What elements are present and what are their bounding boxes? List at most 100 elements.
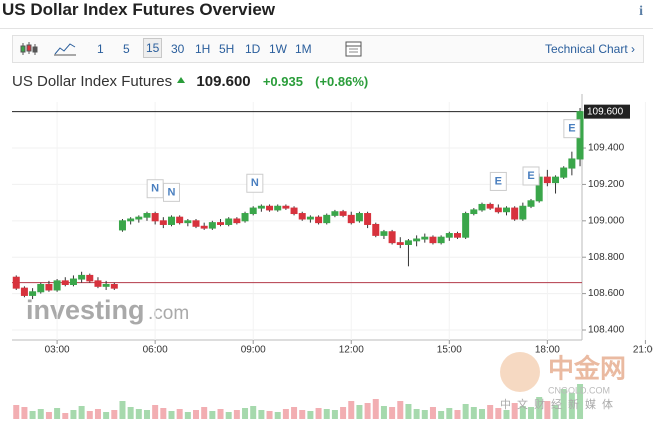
x-tick-label: 18:00: [535, 345, 560, 356]
event-label: E: [527, 170, 534, 182]
watermark-cn-logo: 中金网: [548, 354, 626, 385]
volume-bar: [577, 384, 584, 419]
volume-bar: [62, 413, 69, 419]
volume-bar: [372, 399, 379, 419]
candle-body: [519, 205, 527, 220]
volume-bar: [495, 408, 502, 419]
info-button[interactable]: i: [639, 4, 643, 19]
candle-body: [413, 238, 421, 242]
candle-body: [437, 236, 445, 244]
interval-button[interactable]: 5: [123, 42, 130, 56]
technical-chart-link[interactable]: Technical Chart ›: [544, 42, 635, 56]
candle-body: [69, 278, 77, 286]
event-label: E: [495, 175, 502, 187]
candle-body: [61, 280, 69, 286]
candle-body: [503, 207, 511, 213]
event-marker: [162, 182, 180, 202]
candle-body: [478, 203, 486, 211]
volume-bar: [413, 409, 420, 419]
volume-bar: [70, 410, 77, 419]
volume-bar: [13, 405, 20, 419]
volume-bar: [209, 411, 216, 419]
volume-bar: [397, 401, 404, 419]
candle-body: [552, 176, 560, 184]
candle-body: [462, 213, 470, 238]
volume-bar: [291, 407, 298, 419]
candle-body: [290, 207, 298, 215]
candle-body: [486, 203, 494, 209]
candle-body: [94, 280, 102, 287]
volume-bar: [405, 404, 412, 419]
candle-body: [453, 233, 461, 238]
volume-bar: [217, 409, 224, 419]
quote: US Dollar Index Futures 109.600 +0.935 (…: [12, 73, 368, 90]
volume-bar: [160, 408, 167, 419]
volume-bar: [103, 412, 110, 419]
candle-body: [184, 220, 192, 224]
candle-body: [249, 207, 257, 215]
interval-button[interactable]: 30: [171, 42, 185, 56]
candle-body: [494, 207, 502, 213]
candle-body: [323, 214, 331, 224]
volume-bar: [487, 405, 494, 419]
volume-bar: [331, 410, 338, 419]
interval-button[interactable]: 5H: [219, 42, 235, 56]
y-tick-label: 108.400: [588, 325, 625, 336]
instrument-name: US Dollar Index Futures: [12, 73, 173, 90]
event-marker: [522, 166, 540, 186]
volume-bar: [519, 406, 526, 419]
candle-body: [445, 233, 453, 238]
x-tick-label: 03:00: [45, 345, 70, 356]
volume-bar: [299, 410, 306, 419]
candle-body: [421, 236, 429, 240]
candle-body: [331, 211, 339, 216]
volume-bar: [421, 410, 428, 419]
volume-bar: [135, 409, 142, 419]
interval-button[interactable]: 1H: [195, 42, 211, 56]
x-tick-label: 06:00: [143, 345, 168, 356]
volume-bar: [266, 411, 273, 419]
interval-button[interactable]: 1D: [245, 42, 261, 56]
volume-bar: [462, 404, 469, 419]
candle-body: [143, 213, 151, 218]
volume-bar: [233, 410, 240, 419]
candle-body: [176, 216, 184, 224]
candle-body: [543, 176, 551, 184]
interval-button[interactable]: 15: [143, 38, 163, 58]
volume-bar: [242, 408, 249, 419]
candle-body: [266, 205, 274, 211]
candle-body: [568, 158, 576, 169]
candle-body: [429, 236, 437, 244]
watermark-brand: investing: [26, 295, 145, 325]
candle-body: [315, 216, 323, 224]
volume-bar: [193, 410, 200, 419]
y-tick-label: 108.800: [588, 252, 625, 263]
x-tick-label: 09:00: [241, 345, 266, 356]
event-marker: [146, 179, 164, 199]
calendar-icon[interactable]: [344, 40, 364, 58]
interval-button[interactable]: 1: [97, 42, 104, 56]
candle-body: [535, 176, 543, 202]
event-label: N: [151, 183, 159, 195]
candle-body: [86, 274, 94, 282]
interval-button[interactable]: 1M: [295, 42, 312, 56]
volume-bar: [37, 409, 44, 419]
volume-bar: [119, 401, 126, 419]
volume-bar: [560, 389, 567, 419]
candle-body: [257, 205, 265, 209]
event-label: E: [568, 123, 575, 135]
header: US Dollar Index Futures Overview i: [0, 0, 653, 29]
volume-bar: [274, 412, 281, 419]
volume-bar: [152, 405, 159, 419]
chart-type-icons[interactable]: [19, 40, 79, 58]
volume-bar: [21, 407, 28, 419]
volume-bar: [380, 406, 387, 419]
candle-body: [217, 222, 225, 225]
volume-bar: [29, 411, 36, 419]
interval-button[interactable]: 1W: [269, 42, 287, 56]
volume-bar: [143, 410, 150, 419]
volume-bar: [176, 409, 183, 419]
title: US Dollar Index Futures Overview: [2, 0, 276, 19]
